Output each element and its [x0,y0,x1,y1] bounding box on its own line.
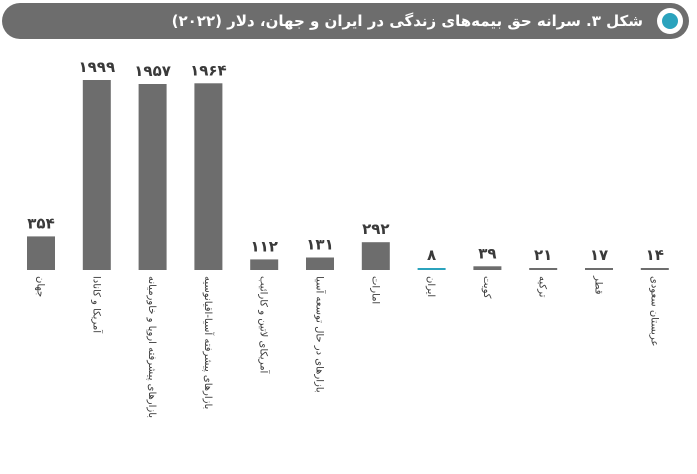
value-label-11: ۱۴ [646,246,664,264]
category-label-9: ترکیه [537,276,548,298]
value-label-0: ۳۵۴ [27,214,54,232]
category-label-4: آمریکای لاتین و کارائیب [258,276,271,375]
category-label-11: عربستان سعودی [648,276,659,346]
category-label-6: امارات [369,276,380,304]
category-label-10: قطر [593,275,604,295]
bar-6 [361,242,390,270]
bar-4 [250,259,279,270]
category-label-3: بازارهای پیشرفته آسیا-اقیانوسیه [202,276,215,409]
bar-9 [529,268,558,270]
value-label-6: ۲۹۲ [362,220,389,238]
title-bar: شکل ۳. سرانه حق بیمه‌های زندگی در ایران … [2,3,689,39]
category-label-8: کویت [481,276,492,299]
bar-2 [138,84,167,270]
bullet-circle-icon [657,8,683,34]
category-label-0: جهان [35,276,46,297]
chart-title: شکل ۳. سرانه حق بیمه‌های زندگی در ایران … [171,12,643,30]
value-label-10: ۱۷ [590,246,608,264]
value-label-5: ۱۳۱ [306,236,333,254]
bar-10 [585,268,613,270]
bar-0 [27,236,55,270]
bar-5 [306,257,334,270]
value-label-8: ۳۹ [478,244,496,262]
bar-1 [82,80,111,270]
value-label-3: ۱۹۶۴ [190,61,227,79]
value-label-9: ۲۱ [534,246,552,264]
value-label-4: ۱۱۲ [250,237,277,255]
category-label-2: بازارهای پیشرفته اروپا و خاورمیانه [146,276,157,418]
category-label-1: آمریکا و کانادا [90,276,103,334]
category-label-7: ایران [425,276,436,297]
value-label-7: ۸ [427,246,436,264]
bar-7 [417,268,446,270]
bullet-circle-inner [662,13,678,29]
bar-11 [640,268,669,270]
value-label-2: ۱۹۵۷ [134,62,171,80]
category-label-5: بازارهای در حال توسعه آسیا [314,276,327,393]
bar-3 [194,83,223,270]
value-label-1: ۱۹۹۹ [78,58,115,76]
bar-8 [473,266,502,270]
